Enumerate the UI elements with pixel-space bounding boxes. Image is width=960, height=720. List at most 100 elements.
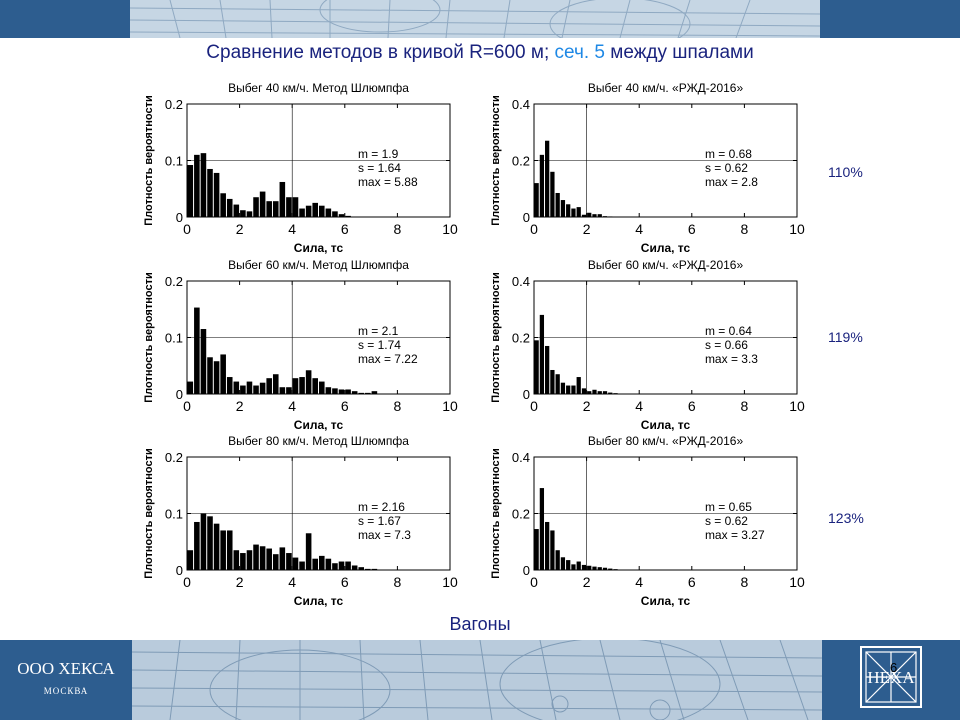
histogram-bar — [571, 564, 576, 570]
histogram-bar — [233, 204, 240, 217]
histogram-bar — [325, 558, 332, 570]
histogram-bar — [325, 208, 332, 217]
x-tick-label: 4 — [635, 398, 643, 414]
histogram-bar — [560, 200, 566, 217]
stats-annotation: m = 2.1 — [358, 324, 399, 338]
title-main: Сравнение методов в кривой R=600 м; — [206, 42, 555, 63]
x-tick-label: 0 — [183, 574, 191, 590]
x-tick-label: 10 — [442, 398, 458, 414]
y-axis-label: Плотность вероятности — [490, 272, 502, 402]
slide-title: Сравнение методов в кривой R=600 м; сеч.… — [0, 42, 960, 64]
percent-label-60: 119% — [828, 329, 863, 345]
histogram-bar — [534, 183, 539, 217]
histogram-bar — [220, 354, 226, 394]
x-axis-label: Сила, тс — [294, 241, 344, 255]
histogram-bar — [319, 381, 325, 394]
histogram-bar — [312, 558, 318, 570]
histogram-bar — [220, 530, 226, 570]
histogram-bar — [213, 523, 220, 570]
stats-annotation: max = 3.3 — [705, 352, 758, 366]
y-axis-label: Плотность вероятности — [490, 448, 502, 578]
histogram-bar — [581, 388, 587, 394]
histogram-panel-1: 0 2 4 6 8 10 0 0.1 0.2 Выбег 40 км/ч. Метод Шлюмп… — [143, 81, 458, 255]
histogram-bar — [332, 388, 338, 394]
histogram-bar — [592, 389, 597, 394]
x-tick-label: 8 — [394, 398, 402, 414]
histogram-bar — [581, 564, 587, 570]
x-tick-label: 4 — [288, 221, 296, 237]
histogram-bar — [566, 385, 571, 394]
histogram-bar — [292, 557, 299, 570]
logo-icon — [865, 651, 917, 703]
histogram-bar — [299, 561, 305, 570]
histogram-bar — [259, 546, 266, 570]
chart-title: Выбег 80 км/ч. «РЖД-2016» — [588, 434, 744, 448]
histogram-bar — [592, 566, 597, 570]
stats-annotation: s = 0.66 — [705, 338, 748, 352]
histogram-bar — [213, 361, 220, 394]
y-tick-label: 0 — [523, 563, 530, 578]
histogram-bar — [576, 561, 581, 570]
chart-title: Выбег 60 км/ч. Метод Шлюмпфа — [228, 258, 409, 272]
histogram-bar — [608, 216, 613, 217]
histogram-bar — [200, 329, 207, 394]
histogram-bar — [194, 521, 200, 570]
histogram-bar — [325, 387, 332, 394]
histogram-bar — [207, 516, 213, 570]
histogram-panel-2: 0 2 4 6 8 10 0 0.2 0.4 Выбег 40 км/ч. «РЖД-2016» С… — [490, 81, 805, 255]
y-axis-label: Плотность вероятности — [143, 448, 155, 578]
x-tick-label: 10 — [442, 221, 458, 237]
chart-title: Выбег 60 км/ч. «РЖД-2016» — [588, 258, 744, 272]
histogram-bar — [539, 488, 545, 570]
histogram-bar — [240, 553, 246, 570]
histogram-bar — [266, 548, 272, 570]
x-tick-label: 2 — [583, 221, 591, 237]
histogram-bar — [571, 208, 576, 217]
histogram-bar — [345, 389, 351, 394]
x-tick-label: 8 — [394, 221, 402, 237]
y-tick-label: 0 — [176, 563, 183, 578]
x-tick-label: 10 — [789, 221, 805, 237]
stats-annotation: s = 1.64 — [358, 161, 401, 175]
footer-band — [0, 640, 960, 720]
histogram-bar — [534, 529, 539, 570]
x-tick-label: 2 — [583, 398, 591, 414]
title-location: между шпалами — [605, 42, 754, 63]
histogram-bar — [571, 385, 576, 394]
histogram-bar — [286, 553, 292, 570]
histogram-bar — [233, 381, 240, 394]
stats-annotation: m = 2.16 — [358, 500, 405, 514]
x-tick-label: 6 — [341, 574, 349, 590]
x-tick-label: 8 — [741, 574, 749, 590]
histogram-bar — [226, 530, 233, 570]
histogram-bar — [286, 197, 292, 217]
x-tick-label: 0 — [183, 221, 191, 237]
x-tick-label: 2 — [583, 574, 591, 590]
histogram-bar — [332, 211, 338, 217]
y-tick-label: 0.1 — [165, 331, 183, 346]
y-tick-label: 0 — [523, 387, 530, 402]
histogram-bar — [613, 569, 618, 570]
histogram-bar — [351, 391, 358, 394]
histogram-bar — [292, 197, 299, 217]
histogram-panel-3: 0 2 4 6 8 10 0 0.1 0.2 Выбег 60 км/ч. Метод Шлюмп… — [143, 258, 458, 432]
y-axis-label: Плотность вероятности — [490, 95, 502, 225]
x-axis-label: Сила, тс — [641, 241, 691, 255]
histogram-bar — [555, 550, 560, 570]
x-tick-label: 0 — [530, 221, 538, 237]
x-tick-label: 8 — [741, 221, 749, 237]
histogram-bar — [566, 204, 571, 217]
histogram-bar — [550, 171, 555, 217]
histogram-bar — [602, 567, 608, 570]
y-axis-label: Плотность вероятности — [143, 95, 155, 225]
histogram-bar — [226, 377, 233, 394]
percent-label-40: 110% — [828, 164, 863, 180]
y-tick-label: 0.2 — [512, 507, 530, 522]
x-tick-label: 6 — [341, 398, 349, 414]
histogram-bar — [246, 381, 253, 394]
company-city: МОСКВА — [43, 686, 89, 696]
histogram-bar — [371, 568, 378, 570]
histogram-bar — [345, 215, 351, 217]
stats-annotation: s = 1.67 — [358, 514, 401, 528]
histogram-bar — [560, 557, 566, 570]
